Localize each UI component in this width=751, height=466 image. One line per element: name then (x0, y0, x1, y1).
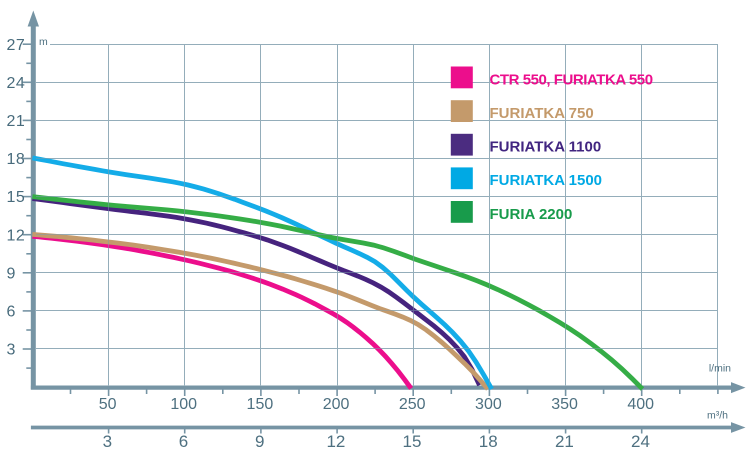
svg-text:l/min: l/min (709, 363, 731, 375)
svg-text:15: 15 (403, 432, 422, 451)
svg-text:FURIA 2200: FURIA 2200 (490, 206, 573, 223)
svg-text:15: 15 (7, 189, 26, 206)
svg-text:400: 400 (627, 396, 654, 413)
svg-text:FURIATKA 750: FURIATKA 750 (490, 105, 594, 122)
svg-text:50: 50 (99, 396, 117, 413)
svg-text:9: 9 (255, 432, 264, 451)
svg-text:m: m (39, 36, 48, 48)
svg-text:6: 6 (179, 432, 188, 451)
svg-text:18: 18 (479, 432, 498, 451)
svg-text:18: 18 (7, 151, 26, 168)
svg-text:150: 150 (247, 396, 274, 413)
svg-text:12: 12 (326, 432, 345, 451)
svg-text:300: 300 (475, 396, 502, 413)
svg-text:100: 100 (170, 396, 197, 413)
svg-text:24: 24 (7, 75, 26, 92)
svg-text:3: 3 (103, 432, 112, 451)
svg-text:CTR 550, FURIATKA 550: CTR 550, FURIATKA 550 (490, 71, 653, 88)
svg-text:9: 9 (7, 265, 16, 282)
svg-text:21: 21 (7, 113, 26, 130)
svg-text:27: 27 (7, 37, 26, 54)
svg-text:200: 200 (323, 396, 350, 413)
svg-text:FURIATKA 1500: FURIATKA 1500 (490, 172, 603, 189)
svg-text:FURIATKA 1100: FURIATKA 1100 (490, 139, 602, 156)
svg-text:250: 250 (399, 396, 426, 413)
svg-text:12: 12 (7, 227, 26, 244)
svg-text:350: 350 (551, 396, 578, 413)
svg-text:21: 21 (555, 432, 574, 451)
svg-text:m³/h: m³/h (707, 410, 728, 422)
svg-text:6: 6 (7, 304, 16, 321)
svg-text:24: 24 (631, 432, 650, 451)
svg-text:3: 3 (7, 342, 16, 359)
